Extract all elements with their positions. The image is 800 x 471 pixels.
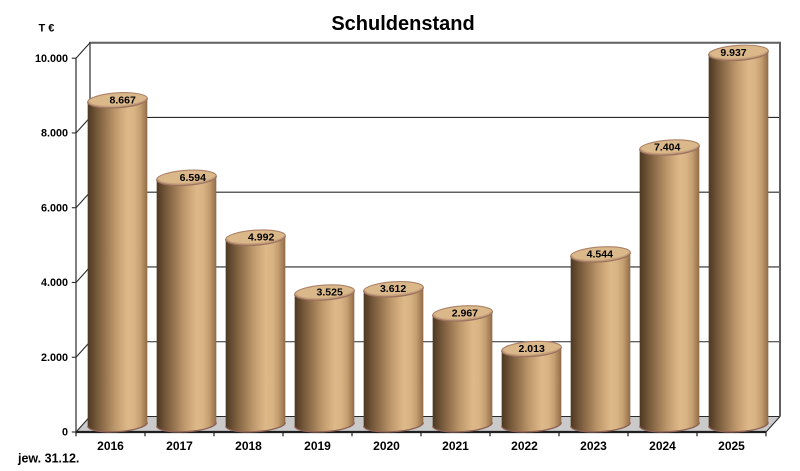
svg-text:2.967: 2.967 <box>452 307 478 319</box>
svg-text:Schuldenstand: Schuldenstand <box>331 13 474 35</box>
svg-text:8.667: 8.667 <box>110 94 136 106</box>
svg-text:4.000: 4.000 <box>41 277 68 289</box>
svg-text:4.992: 4.992 <box>248 232 274 244</box>
svg-text:2019: 2019 <box>304 439 331 453</box>
svg-text:8.000: 8.000 <box>41 128 68 140</box>
svg-text:2025: 2025 <box>718 439 745 453</box>
svg-text:10.000: 10.000 <box>35 53 68 65</box>
svg-text:6.594: 6.594 <box>180 172 206 184</box>
svg-text:T €: T € <box>39 23 55 35</box>
svg-text:2020: 2020 <box>373 439 400 453</box>
svg-text:2021: 2021 <box>442 439 469 453</box>
svg-text:2023: 2023 <box>580 439 607 453</box>
svg-text:2016: 2016 <box>97 439 124 453</box>
svg-text:2.013: 2.013 <box>519 343 545 355</box>
svg-text:6.000: 6.000 <box>41 202 68 214</box>
svg-text:0: 0 <box>62 427 68 439</box>
svg-text:3.612: 3.612 <box>380 283 406 295</box>
svg-text:4.544: 4.544 <box>587 248 613 260</box>
svg-text:2022: 2022 <box>511 439 538 453</box>
svg-text:2024: 2024 <box>649 439 676 453</box>
svg-text:3.525: 3.525 <box>317 286 343 298</box>
svg-text:2.000: 2.000 <box>41 352 68 364</box>
svg-text:7.404: 7.404 <box>654 141 680 153</box>
svg-text:2017: 2017 <box>166 439 193 453</box>
svg-text:9.937: 9.937 <box>720 47 746 59</box>
svg-text:jew. 31.12.: jew. 31.12. <box>17 451 79 465</box>
svg-text:2018: 2018 <box>235 439 262 453</box>
